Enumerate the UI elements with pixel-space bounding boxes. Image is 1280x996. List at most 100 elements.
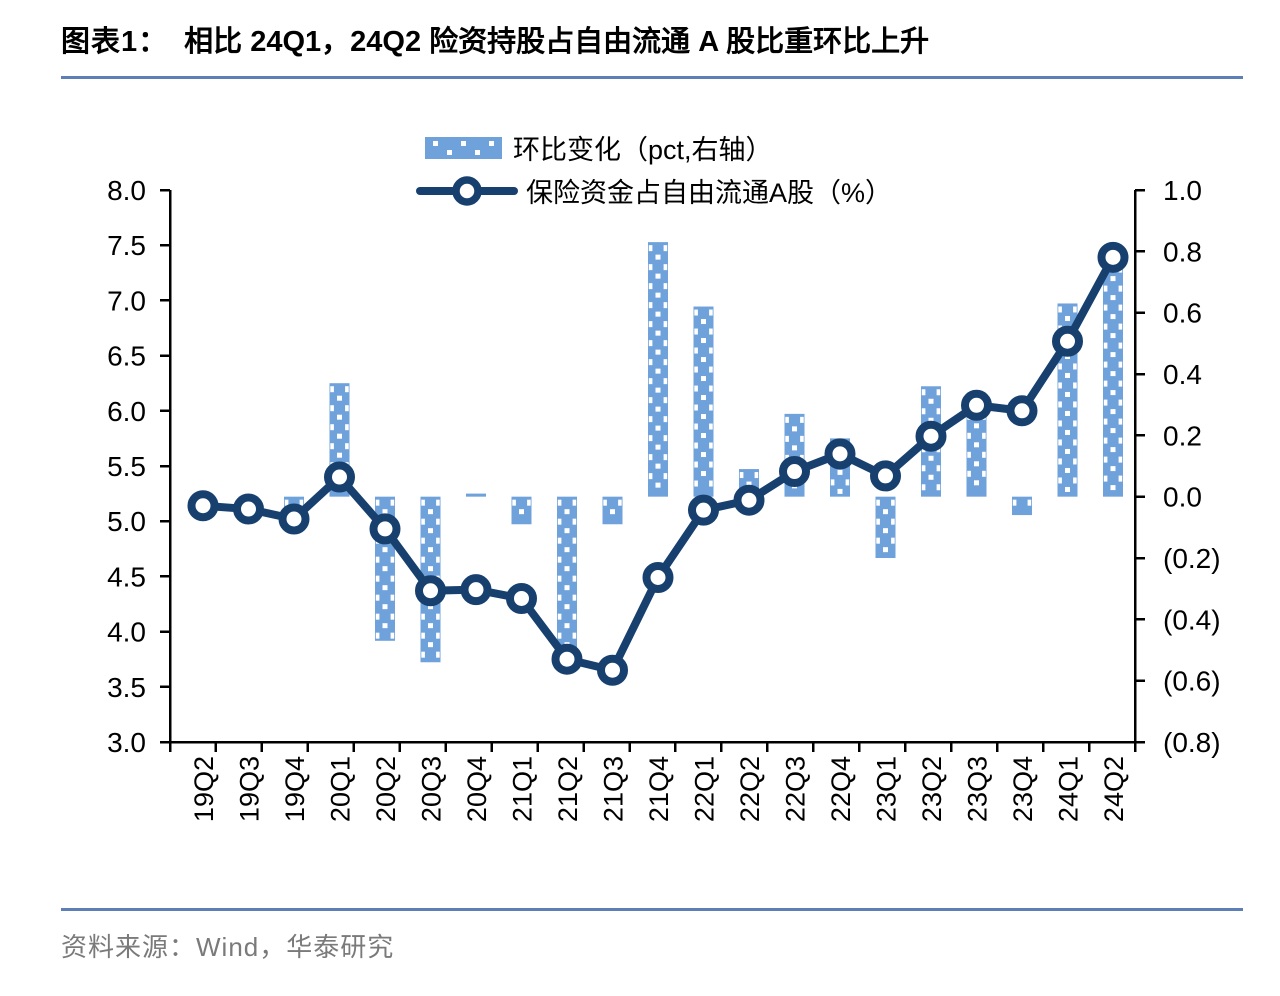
- marker-21Q1: [506, 582, 537, 614]
- line-series-markers: [187, 241, 1129, 686]
- bar-dot: [390, 499, 395, 506]
- bar-dot: [382, 566, 388, 572]
- legend-swatch-dot: [433, 141, 438, 146]
- bar-dot: [883, 547, 888, 553]
- bar-dot: [421, 518, 425, 525]
- bar-dot: [345, 386, 349, 393]
- x-tick-label-23Q2: 23Q2: [917, 756, 947, 822]
- bar-dot: [330, 386, 334, 393]
- marker-21Q4: [642, 562, 674, 594]
- bar-21Q2: [557, 496, 577, 660]
- marker-23Q1: [870, 460, 901, 492]
- bar-dot: [709, 328, 713, 335]
- bar-dot: [1058, 420, 1062, 427]
- bar-dot: [390, 575, 395, 582]
- bar-23Q3: [966, 410, 987, 497]
- marker-21Q3: [597, 654, 628, 686]
- bar-dot: [648, 302, 653, 309]
- marker-21Q2: [551, 643, 583, 675]
- marker-20Q4: [460, 574, 492, 606]
- bar-dot: [557, 556, 562, 563]
- bar-dot: [1012, 499, 1017, 506]
- left-tick-label-7.5: 7.5: [107, 230, 146, 261]
- bar-dot: [345, 405, 349, 412]
- bar-dot: [800, 435, 804, 442]
- bar-dot: [883, 509, 888, 515]
- bar-dot: [709, 423, 713, 430]
- left-axis-tick-labels: 8.0 7.5 7.0 6.5 6.0 5.5 5.0 4.5 4.0 3.5 3.0: [107, 175, 146, 758]
- bar-dot: [330, 424, 334, 431]
- bar-dot: [564, 585, 570, 591]
- right-tick-label-0.0: 0.0: [1163, 482, 1202, 513]
- bar-dot: [928, 455, 934, 461]
- bar-dot: [1073, 477, 1077, 484]
- legend-line-label: 保险资金占自由流通A股（%）: [526, 178, 892, 208]
- bar-dot: [1073, 306, 1077, 313]
- bar-dot: [792, 426, 797, 432]
- bar-dot: [655, 406, 661, 412]
- bar-dot: [936, 484, 941, 491]
- bar-dot: [663, 454, 668, 461]
- bar-dot: [572, 518, 577, 525]
- bar-dot: [792, 445, 797, 451]
- bar-dot: [1073, 439, 1077, 446]
- marker-22Q4: [824, 438, 856, 470]
- bar-dot: [1110, 371, 1116, 377]
- bar-dot: [701, 376, 706, 382]
- marker-23Q2: [915, 420, 947, 452]
- bar-dot: [1103, 418, 1108, 425]
- chart-header: 图表1： 相比 24Q1，24Q2 险资持股占自由流通 A 股比重环比上升: [61, 24, 1243, 79]
- bar-dot: [375, 499, 380, 506]
- bar-dot: [1103, 361, 1108, 368]
- bar-dot: [709, 347, 713, 354]
- bar-dot: [876, 518, 880, 525]
- bar-dot: [785, 435, 789, 442]
- bar-dot: [1058, 401, 1062, 408]
- bar-dot: [1065, 410, 1070, 416]
- bar-dot: [557, 575, 562, 582]
- axes: [160, 188, 1145, 752]
- bar-21Q3: [602, 496, 623, 525]
- bar-dot: [663, 302, 668, 309]
- bar-dot: [921, 389, 926, 396]
- bar-dot: [421, 556, 425, 563]
- bar-dot: [928, 398, 934, 404]
- bar-dot: [428, 509, 433, 515]
- bar-dot: [428, 604, 433, 610]
- bar-dot: [967, 432, 971, 439]
- bar-dot: [974, 480, 979, 486]
- bar-dot: [390, 613, 395, 620]
- bar-dot: [564, 604, 570, 610]
- bar-dot: [564, 623, 570, 629]
- bar-dot: [830, 479, 835, 486]
- bar-dot: [1065, 372, 1070, 378]
- bar-dot: [382, 585, 388, 591]
- bar-dot: [709, 385, 713, 392]
- bar-23Q1: [875, 496, 896, 558]
- bar-dot: [921, 484, 926, 491]
- x-tick-label-20Q3: 20Q3: [417, 756, 447, 822]
- left-tick-label-5.5: 5.5: [107, 451, 146, 482]
- bar-dot: [1118, 361, 1123, 368]
- bar-23Q4: [1012, 496, 1032, 516]
- bar-dot: [564, 566, 570, 572]
- bar-dot: [436, 556, 440, 563]
- x-tick-label-20Q1: 20Q1: [326, 756, 356, 822]
- bar-dot: [436, 613, 440, 620]
- left-tick-label-5.0: 5.0: [107, 506, 146, 537]
- bar-dot: [428, 547, 433, 553]
- bar-dot: [663, 416, 668, 423]
- bar-series: [238, 242, 1123, 663]
- bar-dot: [663, 264, 668, 271]
- bar-dot: [709, 461, 713, 468]
- marker-22Q1: [688, 494, 719, 526]
- bar-dot: [655, 482, 661, 488]
- bar-dot: [1065, 391, 1070, 397]
- marker-24Q2: [1097, 241, 1129, 273]
- bar-dot: [694, 404, 698, 411]
- bar-dot: [299, 499, 304, 506]
- x-axis-tick-labels: 19Q2 19Q3 19Q4 20Q1 20Q2 20Q3 20Q4 21Q1 21Q2 21Q3…: [189, 756, 1129, 822]
- bar-dot: [375, 632, 380, 639]
- bar-dot: [1103, 399, 1108, 406]
